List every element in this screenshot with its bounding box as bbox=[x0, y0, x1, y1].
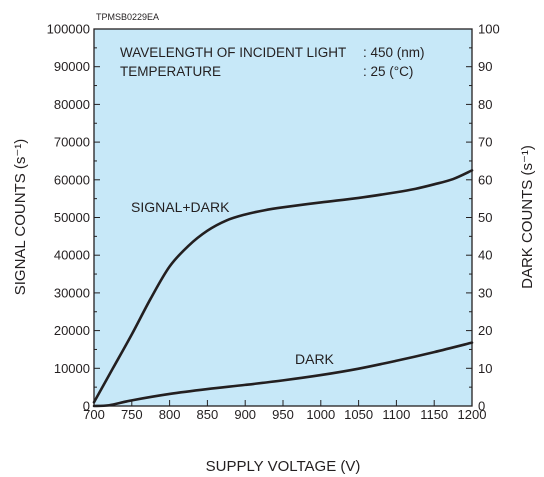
x-tick-label: 850 bbox=[197, 407, 219, 422]
y-tick-label-right: 10 bbox=[478, 361, 492, 376]
series-line-dark bbox=[92, 341, 474, 408]
x-tick-label: 1150 bbox=[420, 407, 448, 422]
y-tick-label-right: 40 bbox=[478, 248, 492, 263]
y-tick-label-left: 50000 bbox=[54, 210, 90, 225]
y-tick-label-left: 70000 bbox=[54, 135, 90, 150]
y-tick-label-right: 0 bbox=[478, 399, 485, 414]
y-axis-title-right: DARK COUNTS (s⁻¹) bbox=[519, 145, 536, 289]
y-axis-title-left: SIGNAL COUNTS (s⁻¹) bbox=[12, 139, 29, 296]
x-tick-label: 800 bbox=[159, 407, 181, 422]
x-tick-label: 950 bbox=[272, 407, 294, 422]
x-tick-label: 1200 bbox=[458, 407, 487, 422]
y-tick-label-left: 90000 bbox=[54, 59, 90, 74]
y-tick-label-left: 20000 bbox=[54, 323, 90, 338]
condition-temperature-label: TEMPERATURE bbox=[120, 64, 221, 79]
y-tick-label-left: 40000 bbox=[54, 248, 90, 263]
y-tick-label-right: 70 bbox=[478, 135, 492, 150]
condition-wavelength-value: : 450 (nm) bbox=[363, 45, 425, 60]
series-line-signal-dark bbox=[92, 169, 474, 404]
y-tick-label-right: 20 bbox=[478, 323, 492, 338]
y-tick-label-right: 60 bbox=[478, 172, 492, 187]
y-tick-label-left: 0 bbox=[83, 399, 90, 414]
x-tick-label: 1050 bbox=[344, 407, 373, 422]
y-tick-label-left: 10000 bbox=[54, 361, 90, 376]
x-tick-label: 750 bbox=[121, 407, 143, 422]
y-tick-label-right: 50 bbox=[478, 210, 492, 225]
x-axis-title: SUPPLY VOLTAGE (V) bbox=[206, 458, 361, 475]
figure-code: TPMSB0229EA bbox=[96, 12, 159, 22]
series-label-signal: SIGNAL+DARK bbox=[131, 199, 230, 215]
condition-temperature-value: : 25 (°C) bbox=[363, 64, 413, 79]
y-tick-label-left: 80000 bbox=[54, 97, 90, 112]
series-layer bbox=[92, 169, 474, 408]
x-tick-label: 1100 bbox=[382, 407, 410, 422]
y-tick-label-right: 100 bbox=[478, 22, 500, 37]
ticks-layer: 700 750 800 850 900 950 1000 1050 1100 1150 120001… bbox=[47, 22, 500, 423]
y-tick-label-right: 90 bbox=[478, 59, 492, 74]
x-tick-label: 900 bbox=[234, 407, 256, 422]
series-label-dark: DARK bbox=[295, 351, 335, 367]
y-tick-label-left: 30000 bbox=[54, 285, 90, 300]
y-tick-label-left: 100000 bbox=[47, 22, 90, 37]
y-tick-label-right: 30 bbox=[478, 285, 492, 300]
x-tick-label: 1000 bbox=[306, 407, 335, 422]
plot-frame bbox=[93, 28, 473, 407]
condition-wavelength-label: WAVELENGTH OF INCIDENT LIGHT bbox=[120, 45, 346, 60]
y-tick-label-right: 80 bbox=[478, 97, 492, 112]
x-tick-label: 700 bbox=[83, 407, 105, 422]
plot-area bbox=[94, 29, 472, 406]
y-tick-label-left: 60000 bbox=[54, 172, 90, 187]
